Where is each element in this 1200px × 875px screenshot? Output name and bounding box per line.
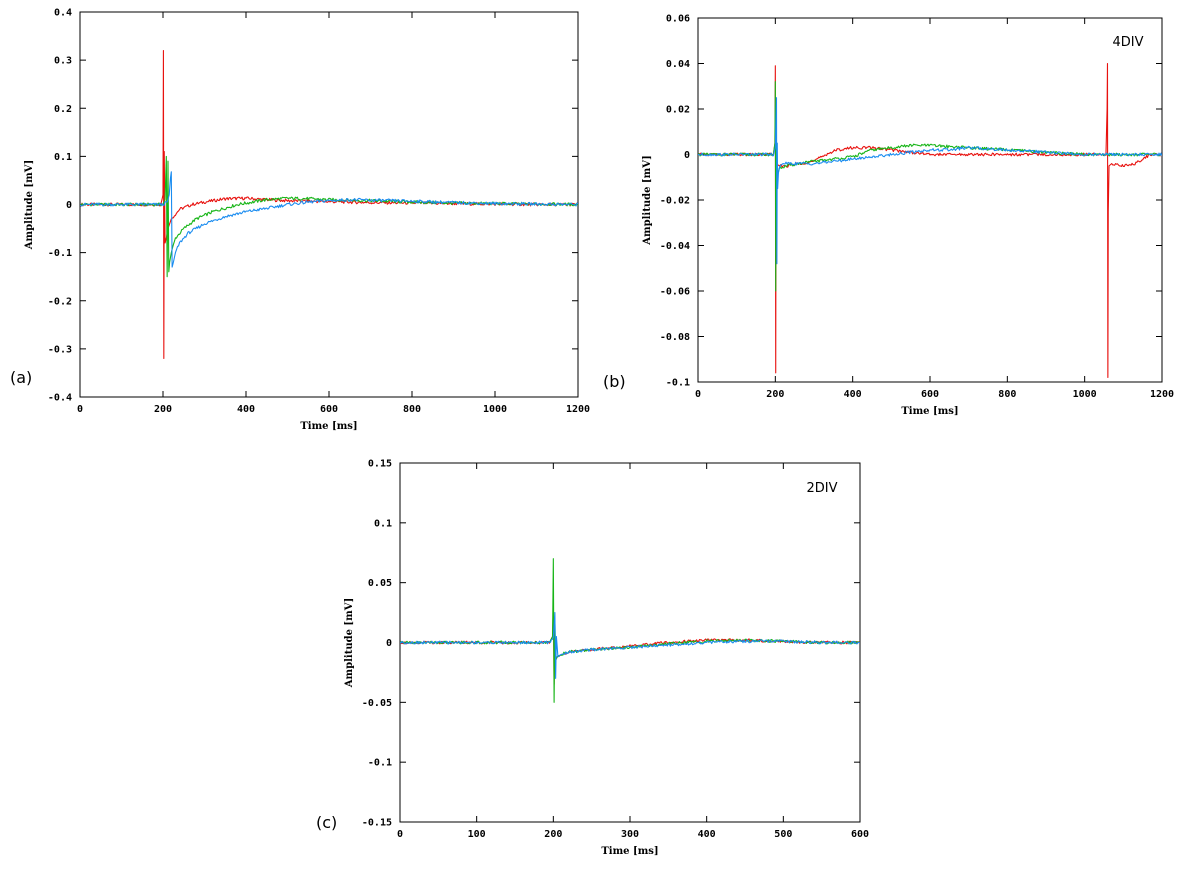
traces bbox=[80, 49, 578, 360]
x-tick-label: 1200 bbox=[1150, 389, 1174, 400]
y-tick-label: -0.2 bbox=[48, 296, 72, 307]
x-tick-label: 1000 bbox=[483, 404, 507, 415]
x-axis-label: Time [ms] bbox=[601, 846, 658, 857]
y-tick-label: 0.1 bbox=[54, 152, 72, 163]
series-line-blue bbox=[80, 171, 578, 268]
x-tick-label: 100 bbox=[468, 829, 486, 840]
x-tick-label: 600 bbox=[320, 404, 338, 415]
y-axis-label: Amplitude [mV] bbox=[344, 598, 355, 688]
y-tick-label: -0.08 bbox=[660, 332, 690, 343]
x-axis-label: Time [ms] bbox=[300, 421, 357, 432]
y-tick-label: -0.1 bbox=[368, 758, 392, 769]
y-tick-label: -0.05 bbox=[362, 698, 392, 709]
x-tick-label: 300 bbox=[621, 829, 639, 840]
y-tick-label: -0.4 bbox=[48, 393, 72, 404]
y-tick-label: -0.15 bbox=[362, 818, 392, 829]
panel-annotation: 2DIV bbox=[806, 481, 837, 496]
x-axis-label: Time [ms] bbox=[901, 406, 958, 417]
y-axis-label: Amplitude [mV] bbox=[24, 160, 35, 250]
x-tick-label: 1000 bbox=[1073, 389, 1097, 400]
x-tick-label: 1200 bbox=[566, 404, 590, 415]
series-line-red bbox=[698, 62, 1162, 378]
x-tick-label: 800 bbox=[998, 389, 1016, 400]
series-line-red bbox=[400, 606, 860, 685]
x-tick-label: 600 bbox=[921, 389, 939, 400]
plot-frame bbox=[697, 17, 1163, 383]
y-tick-label: -0.1 bbox=[48, 248, 72, 259]
y-tick-label: 0 bbox=[684, 150, 690, 161]
x-tick-label: 0 bbox=[695, 389, 701, 400]
x-tick-label: 400 bbox=[844, 389, 862, 400]
chart-panel-c: 0 100 200 300 400 500 600 -0.15 -0.1 -0.05 0 0.05 0.… bbox=[316, 459, 869, 858]
panel-label: (a) bbox=[10, 368, 32, 387]
y-tick-label: 0.2 bbox=[54, 104, 72, 115]
traces bbox=[400, 558, 860, 703]
y-tick-label: -0.06 bbox=[660, 287, 690, 298]
y-tick-label: 0.15 bbox=[368, 459, 392, 470]
y-tick-label: 0.04 bbox=[666, 59, 690, 70]
y-tick-label: 0.3 bbox=[54, 56, 72, 67]
series-line-green bbox=[80, 155, 578, 278]
chart-panel-b: 0 200 400 600 800 1000 1200 -0.1 -0.08 -0.06 -0.04… bbox=[603, 14, 1174, 418]
y-tick-label: -0.02 bbox=[660, 196, 690, 207]
series-line-green bbox=[400, 558, 860, 703]
y-axis-label: Amplitude [mV] bbox=[642, 155, 653, 245]
x-tick-label: 200 bbox=[544, 829, 562, 840]
x-tick-label: 800 bbox=[403, 404, 421, 415]
x-tick-label: 0 bbox=[397, 829, 403, 840]
panel-annotation: 4DIV bbox=[1112, 35, 1143, 50]
y-tick-label: 0 bbox=[386, 638, 392, 649]
series-line-green bbox=[698, 81, 1162, 292]
x-tick-label: 200 bbox=[766, 389, 784, 400]
x-tick-label: 500 bbox=[774, 829, 792, 840]
panel-label: (c) bbox=[316, 813, 337, 832]
y-tick-label: 0 bbox=[66, 200, 72, 211]
series-line-blue bbox=[698, 97, 1162, 265]
y-tick-label: 0.4 bbox=[54, 8, 72, 19]
chart-panel-a: 0 200 400 600 800 1000 1200 -0.4 -0.3 -0.2 -0.1 0 0.… bbox=[10, 8, 590, 433]
x-tick-label: 0 bbox=[77, 404, 83, 415]
panel-label: (b) bbox=[603, 372, 626, 391]
x-tick-label: 200 bbox=[154, 404, 172, 415]
y-tick-label: 0.1 bbox=[374, 518, 392, 529]
y-tick-label: -0.1 bbox=[666, 378, 690, 389]
y-tick-label: -0.3 bbox=[48, 344, 72, 355]
x-tick-label: 400 bbox=[237, 404, 255, 415]
x-tick-label: 600 bbox=[851, 829, 869, 840]
y-tick-label: 0.05 bbox=[368, 578, 392, 589]
y-tick-label: 0.06 bbox=[666, 14, 690, 25]
traces bbox=[698, 62, 1162, 378]
y-tick-label: -0.04 bbox=[660, 241, 690, 252]
y-tick-label: 0.02 bbox=[666, 105, 690, 116]
series-line-blue bbox=[400, 612, 860, 679]
x-tick-label: 400 bbox=[698, 829, 716, 840]
